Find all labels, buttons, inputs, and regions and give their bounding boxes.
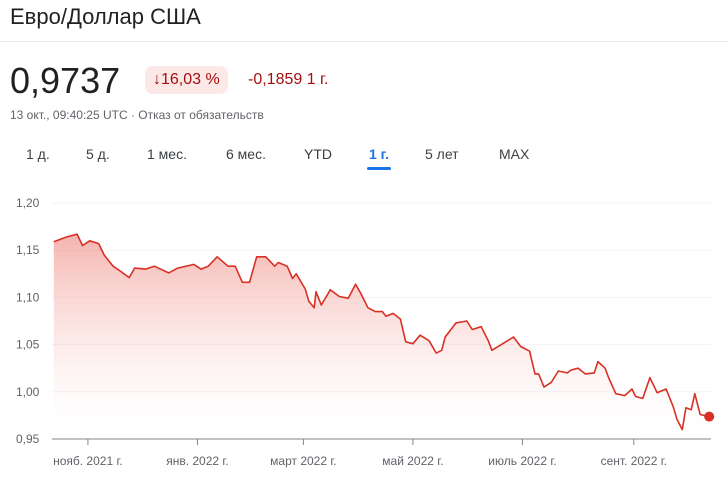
last-price-dot [704, 411, 715, 422]
current-price: 0,9737 [10, 60, 121, 101]
tab-ytd[interactable]: YTD [304, 146, 332, 162]
x-tick-label: сент. 2022 г. [601, 454, 667, 468]
divider [0, 41, 728, 42]
timestamp-disclaimer[interactable]: 13 окт., 09:40:25 UTC · Отказ от обязате… [10, 108, 264, 122]
x-tick-label: март 2022 г. [270, 454, 336, 468]
y-tick-label: 1,10 [16, 290, 40, 304]
area-fill [53, 234, 710, 439]
page-title: Евро/Доллар США [10, 4, 201, 29]
tab-1y[interactable]: 1 г. [367, 146, 391, 170]
tab-1m[interactable]: 1 мес. [147, 146, 187, 162]
change-percent: 16,03 % [161, 71, 220, 88]
y-tick-label: 1,15 [16, 243, 40, 257]
tab-5d[interactable]: 5 д. [86, 146, 110, 162]
x-tick-label: нояб. 2021 г. [53, 454, 123, 468]
arrow-down-icon: ↓ [153, 71, 161, 88]
x-tick-label: май 2022 г. [382, 454, 443, 468]
y-tick-label: 1,20 [16, 196, 40, 210]
tab-max[interactable]: MAX [499, 146, 530, 162]
change-percent-badge: ↓16,03 % [145, 66, 228, 94]
x-tick-label: янв. 2022 г. [166, 454, 228, 468]
y-tick-label: 1,00 [16, 385, 40, 399]
y-tick-label: 1,05 [16, 338, 40, 352]
price-line [53, 233, 710, 431]
y-tick-label: 0,95 [16, 432, 40, 446]
change-absolute: -0,1859 1 г. [248, 71, 329, 88]
range-tabs: 1 д. 5 д. 1 мес. 6 мес. YTD 1 г. 5 лет M… [0, 146, 728, 170]
x-tick-label: июль 2022 г. [488, 454, 556, 468]
tab-1d[interactable]: 1 д. [26, 146, 50, 162]
tab-6m[interactable]: 6 мес. [226, 146, 266, 162]
tab-5y[interactable]: 5 лет [425, 146, 459, 162]
